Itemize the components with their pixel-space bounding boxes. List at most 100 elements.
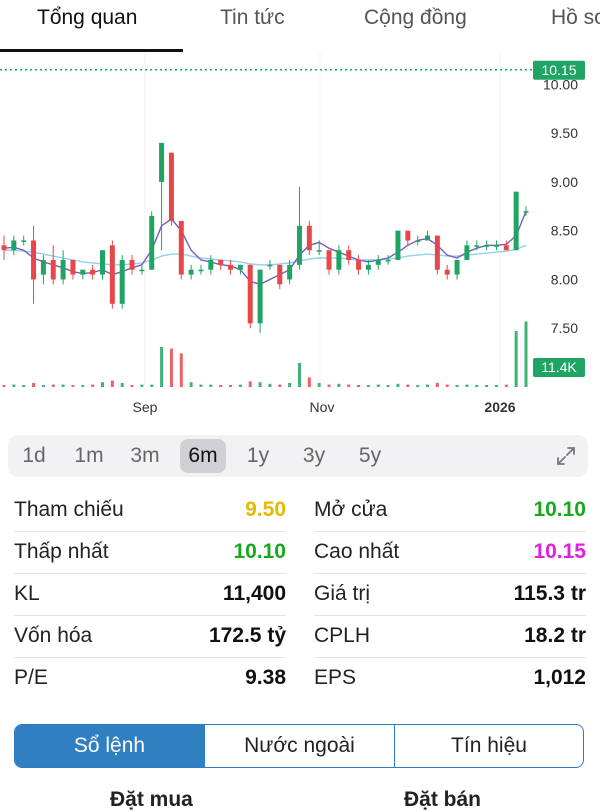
timeframe-selector: 1d 1m 3m 6m 1y 3y 5y	[8, 435, 588, 477]
order-book-header: Đặt mua Đặt bán	[14, 782, 584, 812]
candle-body	[267, 264, 273, 267]
stat-shares-outstanding: CPLH 18.2 tr	[314, 616, 586, 658]
stat-high: Cao nhất 10.15	[314, 532, 586, 574]
y-tick-label: 9.00	[551, 174, 578, 190]
segment-signals[interactable]: Tín hiệu	[451, 734, 527, 757]
volume-bar	[485, 385, 489, 387]
timeframe-3y[interactable]: 3y	[302, 444, 326, 467]
candle-body	[139, 269, 145, 272]
volume-bar	[71, 385, 75, 387]
timeframe-1m[interactable]: 1m	[74, 444, 104, 467]
segment-foreign[interactable]: Nước ngoài	[244, 734, 355, 757]
candle-body	[218, 259, 224, 265]
candle-body	[277, 264, 283, 285]
tab-overview[interactable]: Tổng quan	[37, 6, 138, 29]
active-tab-indicator	[0, 49, 183, 52]
candle-body	[208, 259, 214, 270]
volume-bar	[317, 383, 321, 387]
sell-column-label: Đặt bán	[404, 788, 482, 811]
stat-market-cap: Vốn hóa 172.5 tỷ	[14, 616, 286, 658]
volume-bar	[219, 385, 223, 387]
candle-body	[1, 245, 7, 251]
volume-bar	[258, 382, 262, 387]
stats-row: Thấp nhất 10.10 Cao nhất 10.15	[0, 532, 600, 574]
timeframe-1y[interactable]: 1y	[246, 444, 270, 467]
candle-body	[425, 235, 431, 241]
tab-community[interactable]: Cộng đồng	[364, 6, 467, 29]
volume-bar	[51, 384, 55, 387]
stats-row: Vốn hóa 172.5 tỷ CPLH 18.2 tr	[0, 616, 600, 658]
stats-row: KL 11,400 Giá trị 115.3 tr	[0, 574, 600, 616]
volume-bar	[130, 385, 134, 387]
timeframe-6m[interactable]: 6m	[180, 439, 226, 473]
candle-body	[168, 152, 174, 221]
volume-bar	[199, 384, 203, 387]
candle-body	[444, 269, 450, 275]
volume-bar	[179, 353, 183, 387]
y-tick-label: 8.00	[551, 271, 578, 287]
volume-bar	[376, 384, 380, 387]
detail-segmented-control: Sổ lệnh Nước ngoài Tín hiệu	[14, 724, 584, 768]
expand-icon[interactable]	[554, 444, 578, 468]
price-chart[interactable]: 10.00 9.50 9.00 8.50 8.00 7.50 10.15 11.4K Sep No…	[0, 52, 600, 427]
stat-open: Mở cửa 10.10	[314, 490, 586, 532]
candle-body	[336, 250, 342, 270]
volume-bar	[357, 385, 361, 387]
volume-bar	[32, 383, 36, 387]
candle-body	[188, 269, 194, 275]
candle-body	[70, 259, 76, 275]
volume-bar	[120, 383, 124, 387]
volume-bar	[337, 383, 341, 387]
candle-body	[415, 240, 421, 242]
volume-bar	[504, 384, 508, 387]
tab-profile[interactable]: Hồ sơ	[551, 6, 600, 29]
candle-body	[159, 142, 165, 182]
y-tick-label: 9.50	[551, 125, 578, 141]
volume-bar	[278, 384, 282, 387]
candle-body	[346, 250, 352, 260]
candle-body	[11, 240, 17, 251]
candle-body	[316, 250, 322, 252]
last-price-label: 10.15	[541, 62, 576, 78]
volume-bar	[406, 384, 410, 387]
volume-bar	[426, 384, 430, 387]
y-tick-label: 8.50	[551, 223, 578, 239]
volume-bar	[248, 381, 252, 387]
candle-body	[395, 230, 401, 260]
stat-eps: EPS 1,012	[314, 666, 586, 689]
candle-body	[306, 225, 312, 251]
volume-bar	[110, 380, 114, 387]
tab-news[interactable]: Tin tức	[220, 6, 285, 29]
volume-bar	[524, 321, 528, 387]
candle-body	[513, 191, 519, 251]
candle-body	[484, 245, 490, 247]
volume-bar	[81, 385, 85, 387]
candle-body	[385, 259, 391, 262]
stat-value: Giá trị 115.3 tr	[314, 574, 586, 616]
candle-body	[99, 250, 105, 275]
timeframe-5y[interactable]: 5y	[358, 444, 382, 467]
candle-body	[434, 235, 440, 270]
last-price-tag	[533, 60, 585, 80]
volume-bar	[140, 384, 144, 387]
candle-body	[247, 264, 253, 324]
volume-bar	[189, 382, 193, 387]
volume-bar	[465, 384, 469, 387]
timeframe-3m[interactable]: 3m	[130, 444, 160, 467]
y-tick-label: 10.00	[543, 76, 578, 92]
candle-body	[129, 259, 135, 270]
volume-bar	[445, 384, 449, 387]
volume-bar	[229, 385, 233, 387]
candle-body	[90, 269, 96, 275]
candle-body	[228, 264, 234, 270]
timeframe-1d[interactable]: 1d	[22, 444, 46, 467]
volume-bar	[435, 383, 439, 387]
segment-order-book[interactable]: Sổ lệnh	[15, 725, 204, 767]
buy-column-label: Đặt mua	[110, 788, 193, 811]
stat-low: Thấp nhất 10.10	[14, 532, 286, 574]
candle-body	[474, 245, 480, 247]
volume-label: 11.4K	[541, 359, 577, 375]
volume-bar	[160, 347, 164, 387]
candle-body	[40, 259, 46, 275]
candle-body	[80, 269, 86, 275]
